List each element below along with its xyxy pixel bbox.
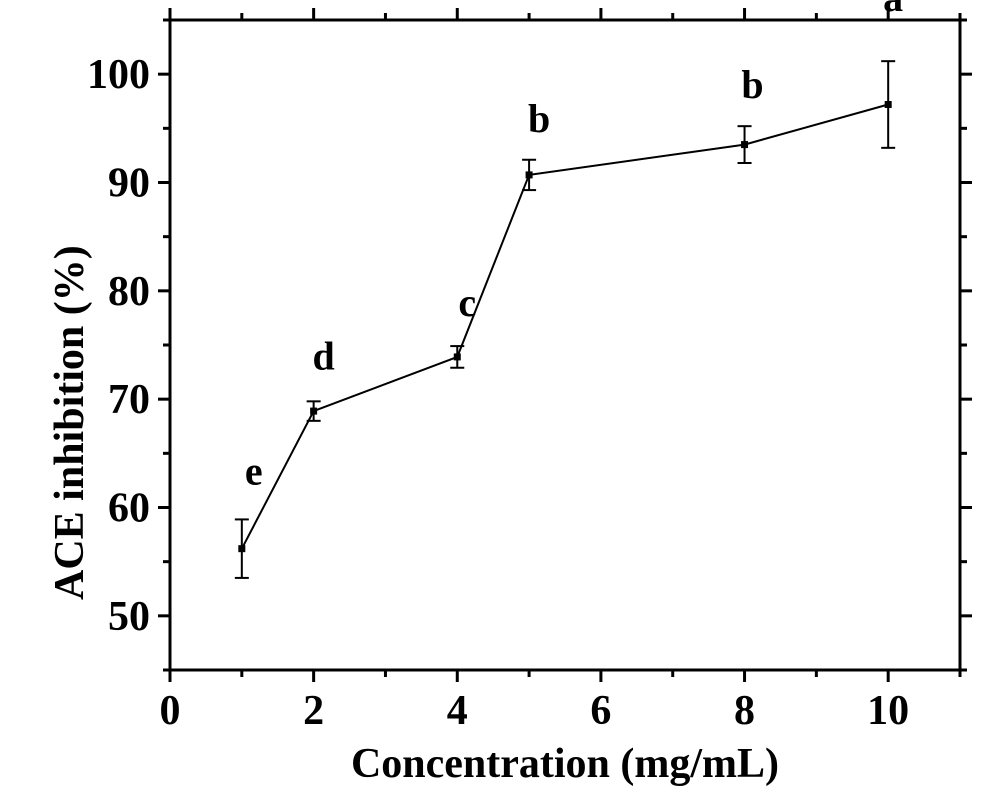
ace-inhibition-chart: 0 2 4 6 8 10 50 60 70 80 90 100 e d c b b a ACE inhibitio… xyxy=(0,0,1000,803)
y-tick-label: 80 xyxy=(108,269,150,315)
data-point xyxy=(885,101,892,108)
x-axis-title: Concentration (mg/mL) xyxy=(170,740,960,788)
y-tick-label: 50 xyxy=(108,594,150,640)
chart-svg: 0 2 4 6 8 10 50 60 70 80 90 100 e d c b b a xyxy=(0,0,1000,803)
y-tick-label: 100 xyxy=(87,52,150,98)
significance-letter: e xyxy=(245,448,263,493)
significance-letter: b xyxy=(528,96,550,141)
y-tick-label: 90 xyxy=(108,161,150,207)
significance-letter: a xyxy=(883,0,903,20)
x-tick-label: 6 xyxy=(590,688,611,734)
data-point xyxy=(741,141,748,148)
x-tick-label: 10 xyxy=(867,688,909,734)
significance-letter: c xyxy=(458,280,476,325)
x-tick-label: 2 xyxy=(303,688,324,734)
data-point xyxy=(526,171,533,178)
data-point xyxy=(238,545,245,552)
y-tick-label: 60 xyxy=(108,486,150,532)
x-tick-label: 8 xyxy=(734,688,755,734)
x-tick-label: 4 xyxy=(447,688,468,734)
y-axis-title: ACE inhibition (%) xyxy=(46,245,94,600)
y-tick-label: 70 xyxy=(108,377,150,423)
data-point xyxy=(310,408,317,415)
significance-letter: b xyxy=(741,62,763,107)
data-point xyxy=(454,353,461,360)
x-tick-label: 0 xyxy=(160,688,181,734)
significance-letter: d xyxy=(313,333,335,378)
